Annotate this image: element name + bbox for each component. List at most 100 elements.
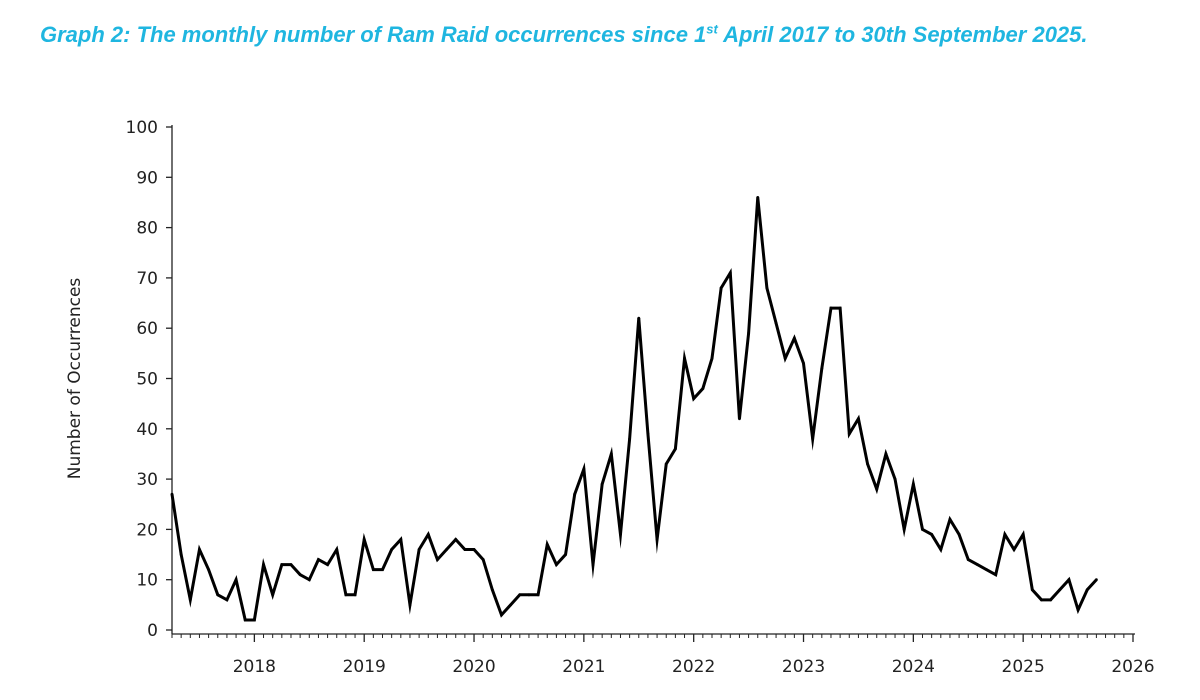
x-tick-label: 2025: [1002, 657, 1045, 677]
data-point: [262, 563, 265, 567]
data-point: [1076, 608, 1080, 612]
data-point: [381, 568, 384, 572]
data-point: [957, 533, 961, 536]
data-point: [390, 548, 394, 551]
x-tick-label: 2021: [562, 657, 605, 677]
y-tick-label: 100: [126, 118, 158, 138]
data-point: [728, 271, 732, 275]
data-point: [820, 367, 824, 370]
data-point: [243, 618, 247, 622]
data-point: [1030, 588, 1034, 592]
x-tick-label: 2023: [782, 657, 825, 677]
caption-prefix: Graph 2: The monthly number of Ram Raid …: [40, 22, 707, 47]
data-point: [719, 286, 723, 290]
y-tick-label: 0: [147, 621, 158, 641]
data-point: [436, 558, 439, 561]
data-point: [976, 563, 979, 567]
data-point: [893, 477, 897, 481]
data-point: [500, 613, 503, 617]
y-tick-label: 80: [136, 219, 158, 239]
data-point: [802, 362, 805, 365]
x-tick-label: 2018: [233, 657, 276, 677]
data-point: [555, 563, 558, 567]
data-point: [481, 558, 485, 561]
data-point: [170, 492, 174, 496]
data-point: [1021, 533, 1025, 536]
data-point: [692, 397, 696, 401]
data-point: [939, 548, 943, 551]
x-tick-label: 2022: [672, 657, 715, 677]
data-point: [216, 593, 220, 597]
data-point: [747, 331, 750, 335]
data-point: [298, 573, 302, 577]
data-point: [792, 336, 796, 340]
y-axis-title: Number of Occurrences: [65, 278, 85, 480]
data-point: [902, 528, 906, 531]
data-point: [371, 568, 375, 572]
x-tick-label: 2024: [892, 657, 935, 677]
data-point: [271, 593, 275, 597]
data-point: [417, 548, 421, 551]
data-point: [1040, 598, 1043, 602]
data-point: [838, 306, 842, 310]
chart-plot-area: [170, 196, 1098, 622]
data-point: [225, 598, 229, 602]
data-point: [1003, 533, 1007, 536]
data-point: [847, 432, 851, 436]
data-point: [188, 598, 192, 602]
data-point: [646, 432, 650, 436]
data-point: [307, 578, 311, 582]
data-point: [738, 417, 741, 421]
data-point: [463, 548, 467, 551]
data-point: [289, 563, 293, 567]
data-point: [1049, 598, 1053, 602]
data-point: [985, 568, 988, 572]
data-point: [527, 593, 531, 597]
data-point: [445, 548, 448, 551]
data-point: [1094, 578, 1098, 582]
data-point: [252, 618, 256, 622]
x-tick-label: 2026: [1111, 657, 1154, 677]
data-point: [1085, 588, 1089, 592]
y-tick-label: 20: [136, 520, 158, 540]
data-point: [857, 417, 860, 421]
data-point: [600, 482, 604, 486]
data-point: [408, 603, 412, 607]
y-tick-label: 10: [136, 571, 158, 591]
data-point: [591, 563, 595, 567]
data-point: [783, 356, 787, 360]
data-point: [664, 462, 668, 466]
data-point: [490, 588, 494, 592]
data-point: [930, 533, 934, 536]
x-tick-label: 2019: [343, 657, 386, 677]
data-point: [399, 538, 403, 541]
data-point: [582, 467, 586, 471]
data-point: [994, 573, 998, 577]
data-point: [573, 492, 577, 496]
data-point: [966, 558, 970, 561]
data-point: [756, 196, 760, 199]
data-point: [609, 452, 613, 456]
data-point: [875, 487, 879, 491]
chart-axes: 0 10 20 30 40 50 60 70 80 90 100 2018 2019 2020 2021 20…: [65, 118, 1155, 677]
data-point: [1012, 548, 1016, 551]
data-point: [921, 528, 924, 531]
data-point: [911, 482, 915, 486]
data-point: [426, 533, 430, 536]
data-point: [628, 437, 632, 441]
data-point: [619, 533, 622, 536]
data-point: [655, 538, 659, 541]
data-point: [207, 568, 211, 572]
x-tick-label: 2020: [452, 657, 495, 677]
y-tick-label: 70: [136, 269, 158, 289]
data-point: [1067, 578, 1071, 582]
data-point: [179, 553, 183, 556]
data-point: [637, 316, 641, 320]
chart-caption: Graph 2: The monthly number of Ram Raid …: [40, 20, 1160, 50]
data-point: [472, 548, 476, 551]
series-line: [170, 197, 1098, 622]
y-tick-label: 60: [136, 319, 158, 339]
data-point: [948, 517, 952, 521]
data-point: [280, 563, 284, 567]
data-point: [811, 437, 815, 441]
